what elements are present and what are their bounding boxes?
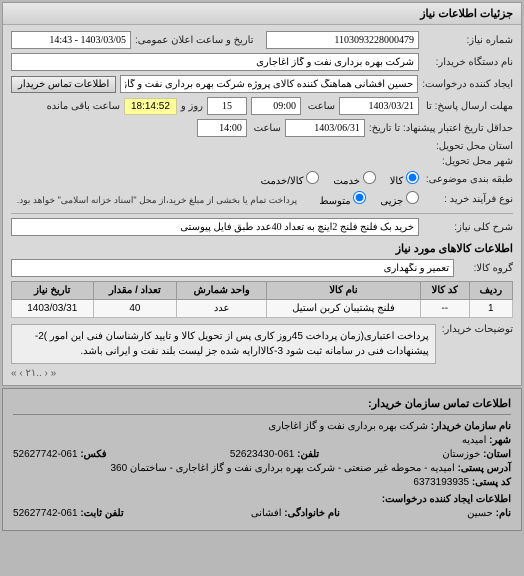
buyer-desc-label: توضیحات خریدار: (442, 324, 513, 335)
contact-province-phone: استان: خوزستان تلفن: 061-52623430 فکس: 0… (13, 449, 511, 460)
radio-partial-label[interactable]: جزیی (380, 191, 419, 207)
contact-postal: کد پستی: 6373193935 (13, 477, 511, 488)
radio-goods[interactable] (406, 171, 419, 184)
contact-header: اطلاعات تماس سازمان خریدار: (13, 397, 511, 415)
requester-name-row: نام: حسین نام خانوادگی: افشانی تلفن ثابت… (13, 508, 511, 519)
request-number-label: شماره نیاز: (423, 35, 513, 46)
purchase-type-label: نوع فرآیند خرید : (423, 194, 513, 205)
cell-date: 1403/03/31 (12, 300, 94, 318)
requester-field[interactable] (120, 75, 418, 93)
cell-row: 1 (469, 300, 512, 318)
table-header-row: ردیف کد کالا نام کالا واحد شمارش تعداد /… (12, 282, 513, 300)
radio-partial[interactable] (406, 191, 419, 204)
purchase-note: پرداخت تمام یا بخشی از مبلغ خرید،از محل … (17, 195, 297, 206)
requester-label: ایجاد کننده درخواست: (422, 79, 513, 90)
public-datetime-field[interactable] (11, 31, 131, 49)
need-details-panel: جزئیات اطلاعات نیاز شماره نیاز: تاریخ و … (2, 2, 522, 386)
validity-date-field[interactable] (285, 119, 365, 137)
table-row[interactable]: 1 -- فلنج پشتیبان کربن استیل عدد 40 1403… (12, 300, 513, 318)
col-qty: تعداد / مقدار (93, 282, 177, 300)
cell-code: -- (420, 300, 469, 318)
classification-label: طبقه بندی موضوعی: (423, 174, 513, 185)
delivery-city-label: شهر محل تحویل: (423, 156, 513, 167)
deadline-date-field[interactable] (339, 97, 419, 115)
col-code: کد کالا (420, 282, 469, 300)
cell-name: فلنج پشتیبان کربن استیل (267, 300, 421, 318)
cell-unit: عدد (177, 300, 267, 318)
deadline-time-label: ساعت (305, 101, 335, 112)
contact-org: نام سازمان خریدار: شرکت بهره برداری نفت … (13, 421, 511, 432)
buyer-org-field[interactable] (11, 53, 419, 71)
col-date: تاریخ نیاز (12, 282, 94, 300)
validity-label: حداقل تاریخ اعتبار پیشنهاد: تا تاریخ: (369, 123, 513, 134)
panel-header: جزئیات اطلاعات نیاز (3, 3, 521, 25)
radio-both[interactable] (306, 171, 319, 184)
buyer-org-label: نام دستگاه خریدار: (423, 57, 513, 68)
public-datetime-label: تاریخ و ساعت اعلان عمومی: (135, 35, 254, 46)
col-name: نام کالا (267, 282, 421, 300)
radio-medium[interactable] (353, 191, 366, 204)
radio-both-label[interactable]: کالا/خدمت (261, 171, 320, 187)
contact-address: آدرس پستی: امیدیه - محوطه غیر صنعتی - شر… (13, 463, 511, 474)
goods-table: ردیف کد کالا نام کالا واحد شمارش تعداد /… (11, 281, 513, 318)
radio-goods-label[interactable]: کالا (390, 171, 419, 187)
contact-panel: اطلاعات تماس سازمان خریدار: نام سازمان خ… (2, 388, 522, 531)
goods-group-field[interactable] (11, 259, 454, 277)
validity-time-label: ساعت (251, 123, 281, 134)
contact-city: شهر: امیدیه (13, 435, 511, 446)
col-unit: واحد شمارش (177, 282, 267, 300)
request-number-field[interactable] (266, 31, 420, 49)
validity-time-field[interactable] (197, 119, 247, 137)
radio-service-label[interactable]: خدمت (333, 171, 375, 187)
col-row: ردیف (469, 282, 512, 300)
cell-qty: 40 (93, 300, 177, 318)
requester-header: اطلاعات ایجاد کننده درخواست: (13, 494, 511, 505)
goods-group-label: گروه کالا: (458, 263, 513, 274)
remaining-days-label: روز و (181, 101, 203, 112)
deadline-label: مهلت ارسال پاسخ: تا (423, 101, 513, 112)
goods-header: اطلاعات کالاهای مورد نیاز (11, 242, 513, 255)
need-title-field[interactable] (11, 218, 419, 236)
need-title-label: شرح کلی نیاز: (423, 222, 513, 233)
remaining-label: ساعت باقی مانده (47, 101, 120, 112)
buyer-contact-button[interactable]: اطلاعات تماس خریدار (11, 76, 116, 93)
remaining-days-field (207, 97, 247, 115)
divider (11, 213, 513, 214)
deadline-time-field[interactable] (251, 97, 301, 115)
remaining-time-badge: 18:14:52 (124, 98, 177, 115)
buyer-desc-box: پرداخت اعتباری(زمان پرداخت 45روز کاری پس… (11, 324, 436, 364)
pagination[interactable]: « ‹ ..۲۱ › » (11, 368, 513, 379)
radio-service[interactable] (363, 171, 376, 184)
delivery-province-label: استان محل تحویل: (423, 141, 513, 152)
radio-medium-label[interactable]: متوسط (319, 191, 366, 207)
